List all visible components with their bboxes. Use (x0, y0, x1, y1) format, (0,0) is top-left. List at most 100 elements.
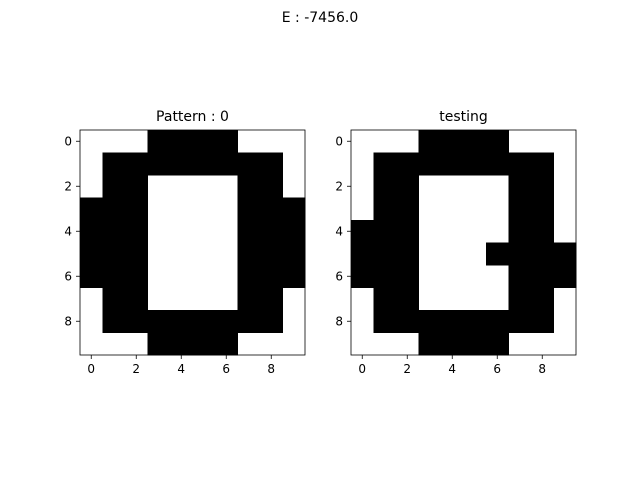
pattern-cell-r1-c6 (215, 152, 238, 176)
pattern-cell-r7-c7 (237, 287, 261, 311)
pattern-cell-r8-c1 (102, 310, 126, 333)
pattern-cell-r3-c8 (260, 197, 283, 221)
pattern-cell-r1-c2 (125, 152, 148, 176)
testing-axes-frame (350, 129, 577, 356)
testing-cell-r6-c8 (531, 265, 554, 288)
testing-xtick-label-2: 2 (403, 362, 411, 376)
pattern-cell-r8-c8 (260, 310, 283, 333)
pattern-ytick-label-6: 6 (64, 269, 72, 283)
testing-cell-r6-c7 (508, 265, 532, 288)
pattern-cell-r5-c0 (80, 242, 103, 266)
testing-cell-r1-c1 (373, 152, 397, 176)
testing-cell-r1-c4 (441, 152, 464, 176)
testing-cell-r8-c1 (373, 310, 397, 333)
pattern-cell-r3-c9 (282, 197, 306, 221)
pattern-cell-r5-c7 (237, 242, 261, 266)
pattern-cell-r1-c1 (102, 152, 126, 176)
testing-xtick-label-8: 8 (538, 362, 546, 376)
testing-cell-r0-c4 (441, 130, 464, 153)
testing-cell-r1-c7 (508, 152, 532, 176)
testing-ytick-label-4: 4 (335, 224, 343, 238)
pattern-cell-r8-c3 (147, 310, 171, 333)
testing-cell-r5-c2 (396, 242, 419, 266)
pattern-cell-r1-c5 (192, 152, 216, 176)
testing-cell-r7-c2 (396, 287, 419, 311)
testing-cell-r8-c7 (508, 310, 532, 333)
testing-cell-r1-c8 (531, 152, 554, 176)
testing-heatmap-panel: testing 0 2 4 6 8 0 2 4 6 8 (335, 109, 577, 376)
testing-cell-r1-c3 (418, 152, 442, 176)
pattern-cell-r6-c9 (282, 265, 306, 288)
testing-cell-r7-c8 (531, 287, 554, 311)
testing-cell-r6-c2 (396, 265, 419, 288)
testing-cell-r8-c4 (441, 310, 464, 333)
testing-cell-r7-c7 (508, 287, 532, 311)
pattern-ytick-label-0: 0 (64, 134, 72, 148)
pattern-xtick-label-6: 6 (222, 362, 230, 376)
testing-cell-r1-c6 (486, 152, 509, 176)
testing-cell-r4-c2 (396, 220, 419, 243)
pattern-cell-r8-c5 (192, 310, 216, 333)
pattern-ytick-label-4: 4 (64, 224, 72, 238)
testing-cell-r5-c7 (508, 242, 532, 266)
testing-title: testing (439, 109, 488, 125)
testing-ytick-label-8: 8 (335, 314, 343, 328)
testing-cell-r4-c0 (351, 220, 374, 243)
pattern-cell-r8-c2 (125, 310, 148, 333)
testing-cell-r0-c6 (486, 130, 509, 153)
testing-cell-r6-c9 (553, 265, 577, 288)
pattern-xtick-label-2: 2 (132, 362, 140, 376)
figure-suptitle: E : -7456.0 (282, 10, 359, 26)
pattern-cell-r2-c7 (237, 175, 261, 198)
pattern-cell-r9-c3 (147, 332, 171, 356)
pattern-axes-frame (79, 129, 306, 356)
testing-cell-r9-c5 (463, 332, 487, 356)
testing-cell-r9-c6 (486, 332, 509, 356)
pattern-cell-r0-c3 (147, 130, 171, 153)
pattern-cell-r5-c8 (260, 242, 283, 266)
pattern-cell-r2-c2 (125, 175, 148, 198)
pattern-cell-r0-c4 (170, 130, 193, 153)
pattern-cell-r6-c7 (237, 265, 261, 288)
testing-cell-r8-c5 (463, 310, 487, 333)
pattern-cell-r4-c0 (80, 220, 103, 243)
testing-cell-r2-c2 (396, 175, 419, 198)
testing-cell-r4-c7 (508, 220, 532, 243)
testing-cell-r5-c6 (486, 242, 509, 266)
pattern-xtick-label-4: 4 (177, 362, 185, 376)
pattern-cell-r6-c0 (80, 265, 103, 288)
testing-cell-r3-c7 (508, 197, 532, 221)
pattern-xtick-label-8: 8 (267, 362, 275, 376)
testing-cell-r5-c8 (531, 242, 554, 266)
testing-xtick-label-0: 0 (358, 362, 366, 376)
pattern-cell-r9-c4 (170, 332, 193, 356)
pattern-cell-r6-c8 (260, 265, 283, 288)
pattern-cell-r4-c2 (125, 220, 148, 243)
pattern-cell-r0-c6 (215, 130, 238, 153)
testing-cell-r5-c1 (373, 242, 397, 266)
pattern-cell-r4-c1 (102, 220, 126, 243)
pattern-cell-r4-c9 (282, 220, 306, 243)
testing-cell-r3-c2 (396, 197, 419, 221)
pattern-cell-r6-c1 (102, 265, 126, 288)
testing-cell-r0-c5 (463, 130, 487, 153)
pattern-ytick-label-8: 8 (64, 314, 72, 328)
testing-cell-r1-c5 (463, 152, 487, 176)
pattern-cell-r3-c0 (80, 197, 103, 221)
pattern-title: Pattern : 0 (156, 109, 229, 125)
pattern-cell-r8-c7 (237, 310, 261, 333)
testing-cell-r8-c3 (418, 310, 442, 333)
pattern-cell-r9-c5 (192, 332, 216, 356)
pattern-cell-r8-c4 (170, 310, 193, 333)
pattern-cell-r1-c3 (147, 152, 171, 176)
testing-xtick-label-4: 4 (448, 362, 456, 376)
pattern-ytick-label-2: 2 (64, 179, 72, 193)
pattern-cell-r2-c1 (102, 175, 126, 198)
testing-cell-r4-c1 (373, 220, 397, 243)
testing-cell-r6-c0 (351, 265, 374, 288)
pattern-cell-r5-c9 (282, 242, 306, 266)
pattern-cell-r9-c6 (215, 332, 238, 356)
testing-cell-r8-c8 (531, 310, 554, 333)
pattern-cell-r3-c1 (102, 197, 126, 221)
pattern-cell-r5-c1 (102, 242, 126, 266)
